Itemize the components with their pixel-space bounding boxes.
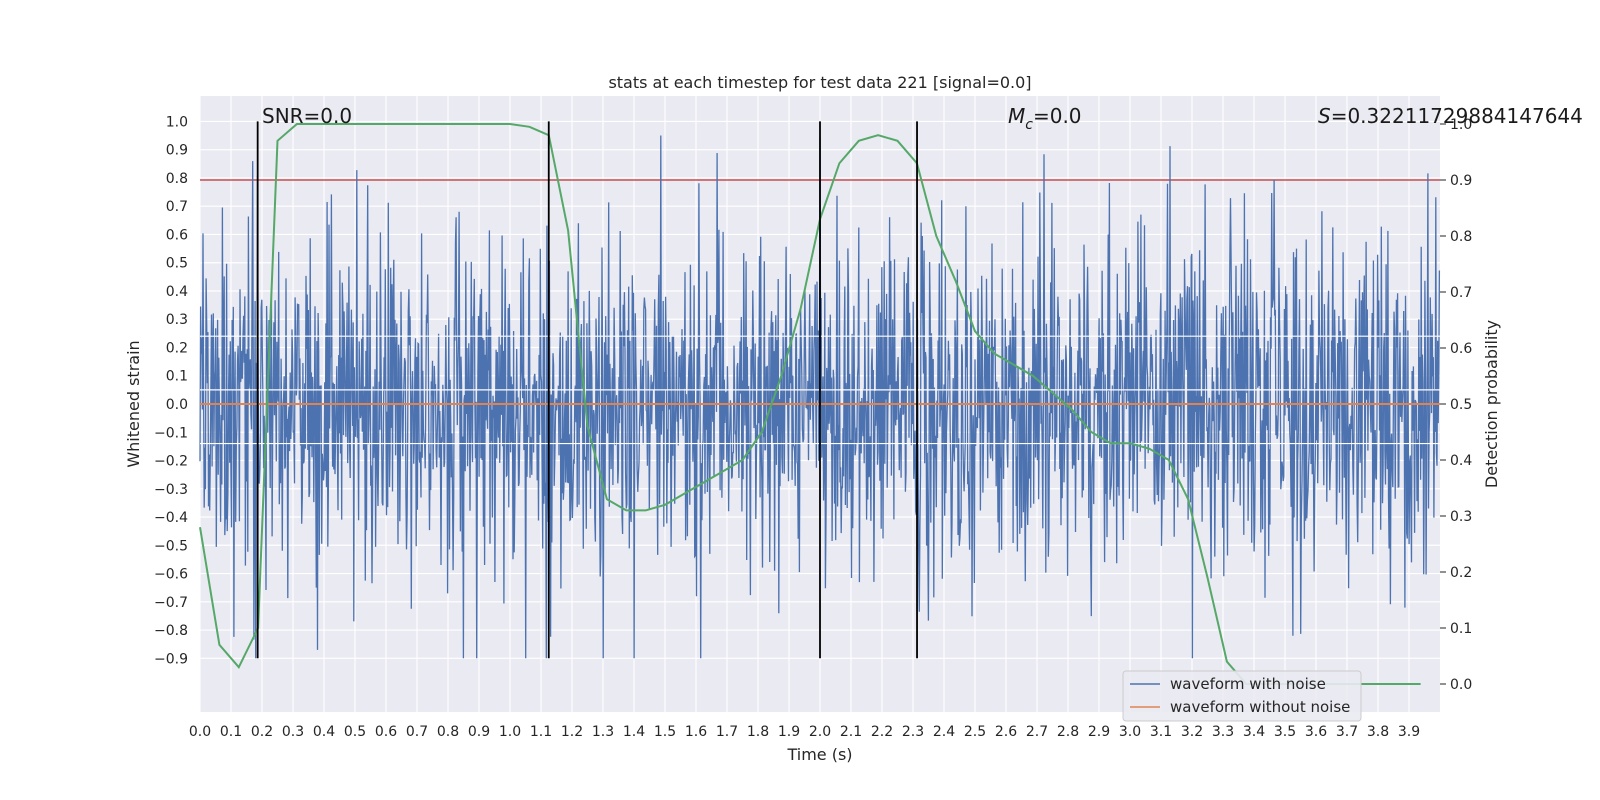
x-tick-label: 1.3 bbox=[592, 724, 614, 740]
y-tick-label: 1.0 bbox=[166, 114, 188, 130]
x-tick-label: 2.5 bbox=[964, 724, 986, 740]
x-tick-label: 3.6 bbox=[1305, 724, 1327, 740]
y-tick-label: 0.3 bbox=[166, 312, 188, 328]
x-tick-label: 0.4 bbox=[313, 724, 335, 740]
y-tick-label: 0.7 bbox=[166, 199, 188, 215]
score-annotation: S=0.32211729884147644 bbox=[1318, 104, 1583, 128]
chirp-mass-annotation: Mc=0.0 bbox=[1008, 104, 1082, 133]
y-tick-label: −0.5 bbox=[154, 538, 188, 554]
y2-tick-label: 0.3 bbox=[1450, 509, 1472, 525]
x-tick-label: 1.8 bbox=[747, 724, 769, 740]
y2-tick-label: 0.7 bbox=[1450, 285, 1472, 301]
y-tick-label: −0.1 bbox=[154, 425, 188, 441]
x-tick-label: 1.1 bbox=[530, 724, 552, 740]
x-tick-label: 2.9 bbox=[1088, 724, 1110, 740]
y-tick-label: 0.8 bbox=[166, 171, 188, 187]
y2-axis-ticks: 1.0 0.9 0.8 0.7 0.6 0.5 0.4 0.3 0.2 0.1 0.0 bbox=[1440, 117, 1472, 693]
x-tick-label: 3.5 bbox=[1274, 724, 1296, 740]
y2-axis-label: Detection probability bbox=[1482, 320, 1501, 488]
y-tick-label: 0.2 bbox=[166, 340, 188, 356]
x-tick-label: 0.7 bbox=[406, 724, 428, 740]
y-tick-label: 0.6 bbox=[166, 227, 188, 243]
y-tick-label: −0.4 bbox=[154, 510, 188, 526]
x-tick-label: 3.4 bbox=[1243, 724, 1265, 740]
x-tick-label: 0.9 bbox=[468, 724, 490, 740]
y-tick-label: 0.1 bbox=[166, 369, 188, 385]
x-tick-label: 3.2 bbox=[1181, 724, 1203, 740]
y-tick-label: −0.9 bbox=[154, 651, 188, 667]
chirp-mass-subscript: c bbox=[1025, 117, 1033, 133]
x-tick-label: 1.2 bbox=[561, 724, 583, 740]
x-tick-label: 2.1 bbox=[840, 724, 862, 740]
y-tick-label: −0.8 bbox=[154, 623, 188, 639]
x-tick-label: 1.9 bbox=[778, 724, 800, 740]
x-tick-label: 2.8 bbox=[1057, 724, 1079, 740]
x-tick-label: 2.3 bbox=[902, 724, 924, 740]
x-tick-label: 0.6 bbox=[375, 724, 397, 740]
x-tick-label: 3.1 bbox=[1150, 724, 1172, 740]
y2-tick-label: 0.9 bbox=[1450, 173, 1472, 189]
x-tick-label: 0.1 bbox=[220, 724, 242, 740]
chart-title: stats at each timestep for test data 221… bbox=[608, 73, 1031, 92]
y-tick-label: 0.5 bbox=[166, 256, 188, 272]
x-tick-label: 2.6 bbox=[995, 724, 1017, 740]
x-tick-label: 3.9 bbox=[1398, 724, 1420, 740]
x-tick-label: 2.7 bbox=[1026, 724, 1048, 740]
y-tick-label: −0.7 bbox=[154, 595, 188, 611]
x-tick-label: 3.7 bbox=[1336, 724, 1358, 740]
x-tick-label: 1.4 bbox=[623, 724, 645, 740]
x-tick-label: 3.0 bbox=[1119, 724, 1141, 740]
y2-tick-label: 0.5 bbox=[1450, 397, 1472, 413]
y-tick-label: −0.6 bbox=[154, 567, 188, 583]
chirp-mass-value: =0.0 bbox=[1033, 104, 1082, 128]
y-tick-label: 0.4 bbox=[166, 284, 188, 300]
y2-tick-label: 0.8 bbox=[1450, 229, 1472, 245]
x-tick-label: 1.0 bbox=[499, 724, 521, 740]
x-tick-label: 2.4 bbox=[933, 724, 955, 740]
x-tick-label: 3.3 bbox=[1212, 724, 1234, 740]
vertical-markers bbox=[256, 121, 918, 659]
x-tick-label: 2.2 bbox=[871, 724, 893, 740]
y-axis-label: Whitened strain bbox=[124, 340, 143, 467]
x-tick-label: 0.2 bbox=[251, 724, 273, 740]
snr-annotation: SNR=0.0 bbox=[262, 104, 352, 128]
x-tick-label: 0.5 bbox=[344, 724, 366, 740]
y2-tick-label: 0.1 bbox=[1450, 621, 1472, 637]
x-tick-label: 0.0 bbox=[189, 724, 211, 740]
score-value: =0.32211729884147644 bbox=[1331, 104, 1583, 128]
legend: waveform with noise waveform without noi… bbox=[1122, 670, 1362, 722]
x-tick-label: 0.8 bbox=[437, 724, 459, 740]
y2-tick-label: 0.2 bbox=[1450, 565, 1472, 581]
x-tick-label: 1.7 bbox=[716, 724, 738, 740]
chirp-mass-symbol: M bbox=[1008, 104, 1025, 128]
score-symbol: S bbox=[1318, 104, 1331, 128]
x-tick-label: 1.5 bbox=[654, 724, 676, 740]
legend-label-clean: waveform without noise bbox=[1170, 698, 1350, 716]
y-axis-ticks: 1.0 0.9 0.8 0.7 0.6 0.5 0.4 0.3 0.2 0.1 0.0 −0.1 −0.… bbox=[154, 114, 188, 667]
x-tick-label: 0.3 bbox=[282, 724, 304, 740]
y2-tick-label: 0.0 bbox=[1450, 677, 1472, 693]
x-tick-label: 3.8 bbox=[1367, 724, 1389, 740]
x-tick-label: 2.0 bbox=[809, 724, 831, 740]
y-tick-label: 0.0 bbox=[166, 397, 188, 413]
y-tick-label: 0.9 bbox=[166, 143, 188, 159]
y2-tick-label: 0.4 bbox=[1450, 453, 1472, 469]
x-axis-ticks: 0.0 0.1 0.2 0.3 0.4 0.5 0.6 0.7 0.8 0.9 1.0 1.1 1.2 1… bbox=[189, 724, 1420, 740]
legend-label-noise: waveform with noise bbox=[1170, 675, 1326, 693]
x-axis-label: Time (s) bbox=[786, 745, 852, 764]
x-tick-label: 1.6 bbox=[685, 724, 707, 740]
y-tick-label: −0.3 bbox=[154, 482, 188, 498]
y2-tick-label: 1.0 bbox=[1450, 117, 1472, 133]
y-tick-label: −0.2 bbox=[154, 454, 188, 470]
legend-box bbox=[1122, 670, 1362, 722]
y2-tick-label: 0.6 bbox=[1450, 341, 1472, 357]
